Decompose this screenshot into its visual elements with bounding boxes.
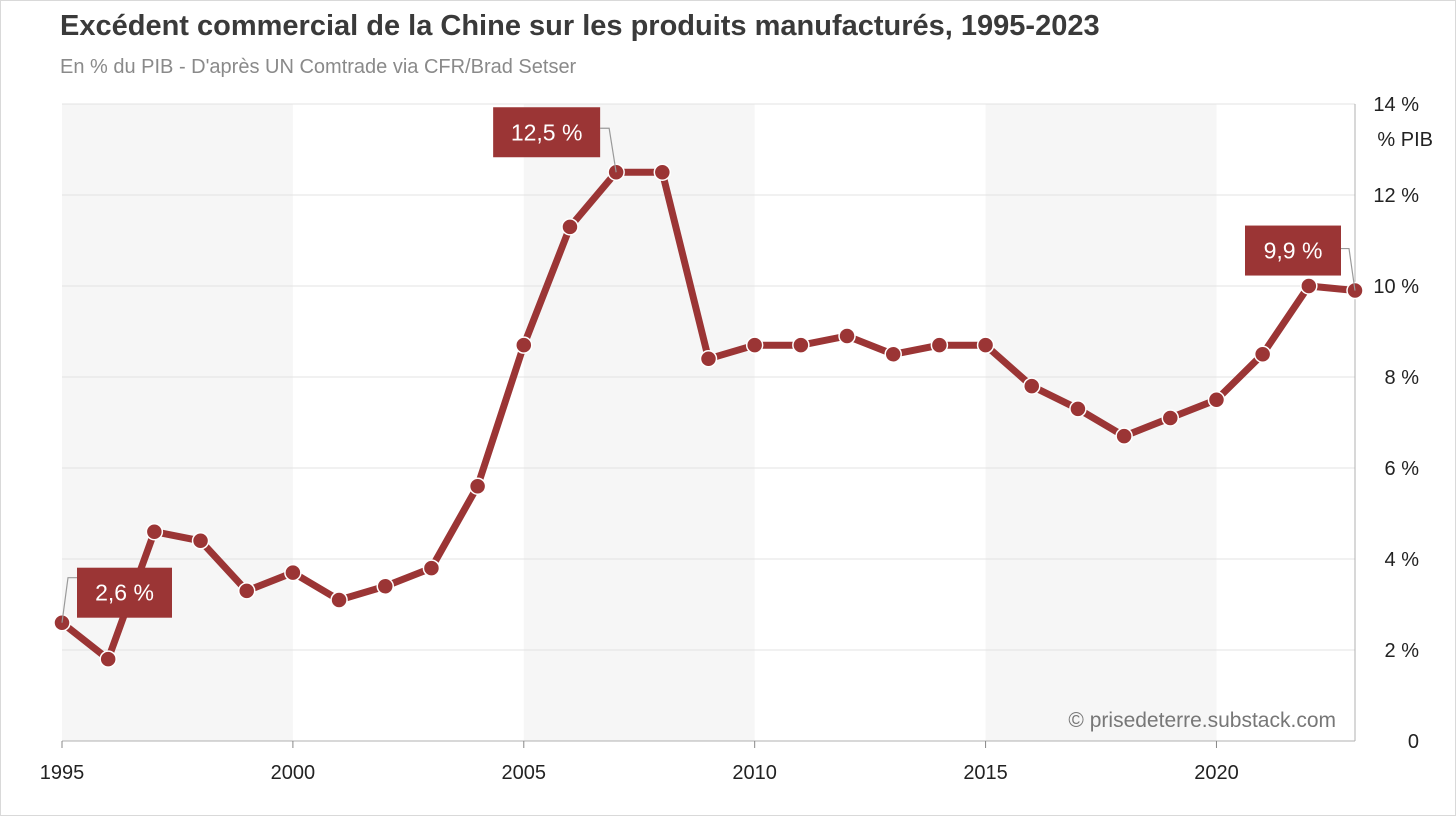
data-point-2017 [1069,400,1087,418]
data-point-2015 [976,336,995,354]
callout-2023: 9,9 % [1245,225,1356,291]
data-point-2018 [1115,427,1133,445]
y-axis-label: % PIB [1377,129,1433,151]
data-point-2016 [1023,377,1041,395]
data-point-2003 [422,559,441,577]
x-tick-label: 2000 [271,762,316,784]
chart-subtitle: En % du PIB - D'après UN Comtrade via CF… [60,56,577,78]
x-tick-label: 2005 [502,762,547,784]
y-axis-ticks: 0 2 % 4 % 6 % 8 % 10 % 12 % 14 % [1373,94,1419,753]
x-tick-label: 2015 [963,762,1008,784]
data-point-2000 [284,563,302,582]
callout-1995: 2,6 % [61,567,172,623]
data-point-1997 [145,522,164,541]
data-point-2014 [930,336,949,354]
data-point-2001 [330,591,348,609]
data-point-2010 [745,336,764,354]
callout-box [77,567,172,618]
y-tick-label: 4 % [1385,549,1420,571]
x-tick-label: 1995 [40,762,85,784]
callout-label: 12,5 % [511,119,583,145]
callout-box [1245,225,1341,276]
data-point-2019 [1161,409,1180,427]
y-tick-label: 12 % [1373,185,1419,207]
data-point-2013 [884,345,902,363]
y-tick-label: 2 % [1385,640,1420,662]
callout-label: 2,6 % [95,580,154,606]
data-point-2005 [515,336,533,354]
band-1995 [62,104,293,741]
callout-2007: 12,5 % [493,107,617,173]
data-point-2022 [1300,277,1318,295]
band-2005 [523,104,755,741]
data-point-1998 [191,532,210,550]
data-point-2020 [1207,391,1226,409]
y-tick-label: 10 % [1373,276,1419,298]
data-point-1996 [99,650,117,668]
credit-text: © prisedeterre.substack.com [1068,709,1336,732]
callout-box [493,107,601,158]
callout-leader [1341,247,1356,291]
y-tick-label: 8 % [1385,367,1420,389]
x-axis-ticks: 1995 2000 2005 2010 2015 2020 [40,741,1239,784]
y-tick-label: 0 [1408,731,1419,753]
background-bands [62,104,1217,741]
callout-leader [61,577,77,623]
callouts: 2,6 % 12,5 % 9,9 % [61,107,1356,623]
data-point-2011 [792,336,810,354]
data-point-2006 [561,218,579,236]
data-point-2002 [376,577,394,596]
data-point-2009 [699,350,718,368]
axes [62,104,1356,742]
data-point-2021 [1253,345,1272,363]
data-point-1999 [237,582,256,600]
y-tick-label: 14 % [1373,94,1419,116]
chart-title: Excédent commercial de la Chine sur les … [60,10,1100,42]
callout-leader [600,127,617,173]
y-tick-label: 6 % [1385,458,1420,480]
data-point-2012 [838,327,856,345]
callout-label: 9,9 % [1264,238,1323,264]
data-points [53,163,1364,668]
data-point-2008 [653,163,672,181]
gridlines [62,103,1355,651]
x-tick-label: 2010 [732,762,777,784]
x-tick-label: 2020 [1194,762,1239,784]
data-point-2004 [468,477,487,495]
